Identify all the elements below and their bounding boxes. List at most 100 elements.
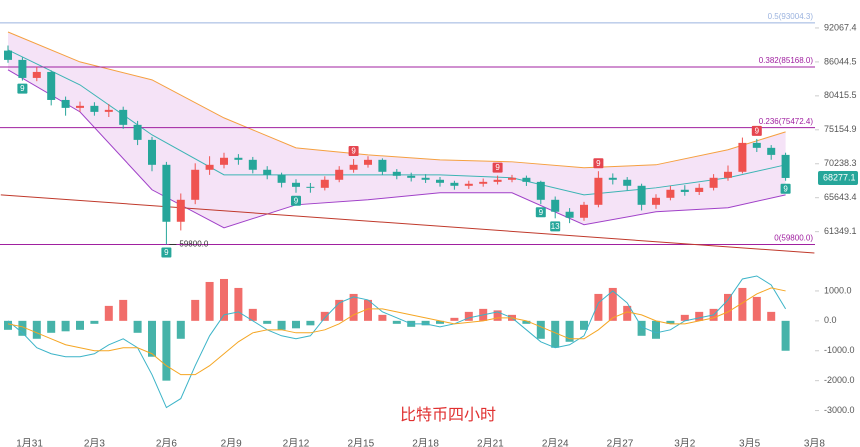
candle-body [32, 71, 41, 78]
td-count: 9 [20, 84, 25, 93]
x-tick-label: 2月12 [283, 438, 310, 447]
td-box [535, 207, 546, 218]
macd-bar [522, 320, 531, 324]
macd-tick-label: -2000.0 [824, 375, 855, 385]
macd-bar [421, 320, 430, 326]
macd-dea [7, 287, 786, 376]
macd-bar [148, 320, 156, 357]
x-tick-label: 2月6 [156, 438, 178, 447]
candle-body [652, 197, 660, 205]
y-tick-label: 61349.1 [824, 226, 857, 236]
candle-body [234, 157, 243, 160]
macd-bar [4, 320, 12, 330]
macd-tick-label: -3000.0 [824, 405, 855, 415]
macd-bar [90, 320, 99, 324]
macd-bar [76, 320, 84, 330]
x-tick-label: 2月9 [221, 438, 243, 447]
macd-bar [551, 320, 560, 348]
td-box [291, 195, 301, 206]
macd-bar [464, 311, 473, 321]
macd-bar [608, 287, 617, 321]
candle-body [76, 105, 84, 108]
x-tick-label: 1月31 [16, 438, 43, 447]
x-tick-label: 3月5 [739, 438, 761, 447]
candle-body [536, 181, 545, 200]
x-tick-label: 3月8 [804, 438, 826, 447]
candle-body [248, 159, 257, 170]
macd-bar [220, 278, 228, 321]
candle-body [119, 109, 128, 125]
candle-body [392, 171, 401, 176]
macd-bar [335, 299, 344, 321]
candle-body [565, 211, 574, 218]
candle-body [162, 164, 171, 222]
td-count: 9 [164, 248, 169, 257]
macd-bar [191, 299, 200, 321]
x-tick-label: 2月27 [607, 438, 634, 447]
macd-bar [752, 296, 761, 321]
candle-body [292, 182, 300, 187]
candle-body [191, 169, 200, 200]
fib-label: 0.5(93004.3) [768, 12, 814, 21]
candle-body [335, 169, 344, 180]
candle-body [47, 71, 56, 100]
candle-body [450, 182, 459, 186]
macd-bar [277, 320, 286, 330]
td-count: 13 [551, 222, 560, 231]
macd-bar [450, 317, 459, 321]
candle-body [623, 179, 632, 186]
macd-bar [234, 287, 243, 321]
x-tick-label: 2月24 [542, 438, 569, 447]
macd-bar [695, 311, 704, 321]
candle-body [724, 171, 732, 178]
y-tick-label: 92067.4 [824, 22, 857, 32]
macd-bar [666, 320, 675, 324]
candle-body [594, 177, 603, 205]
candle-body [364, 159, 372, 165]
macd-bar [637, 320, 646, 336]
candle-body [551, 199, 560, 212]
macd-bar [162, 320, 171, 381]
candle-body [205, 164, 214, 170]
bollinger-lower [7, 69, 786, 229]
macd-bar [594, 293, 603, 321]
macd-bar [680, 314, 689, 321]
x-tick-label: 2月21 [477, 438, 504, 447]
td-box [17, 83, 28, 94]
fib-label: 0.382(85168.0) [759, 56, 814, 65]
candle-body [666, 189, 675, 198]
candle-body [133, 124, 142, 140]
candle-body [479, 181, 488, 184]
x-tick-label: 2月15 [347, 438, 374, 447]
candle-body [277, 174, 286, 183]
macd-bar [349, 293, 358, 321]
macd-bar [493, 310, 502, 321]
candle-body [508, 177, 516, 180]
candle-body [680, 189, 689, 192]
last-price-tag [818, 170, 858, 185]
macd-bar [119, 299, 128, 321]
candle-body [407, 175, 416, 178]
td-count: 9 [294, 196, 299, 205]
last-price-label: 68277.1 [823, 172, 856, 182]
td-count: 9 [539, 208, 544, 217]
macd-bar [364, 299, 372, 321]
td-box [593, 158, 604, 169]
td-box [550, 221, 561, 232]
macd-bar [738, 287, 747, 321]
bollinger-upper [7, 31, 786, 169]
candle-body [767, 147, 776, 155]
macd-bar [292, 320, 300, 329]
candle-body [378, 159, 387, 172]
macd-bar [320, 311, 329, 321]
td-box [348, 146, 359, 157]
macd-bar [306, 320, 315, 326]
macd-bar [32, 320, 41, 339]
macd-tick-label: 1000.0 [824, 285, 852, 295]
low-marker-label: 59800.0 [179, 240, 208, 249]
candle-body [637, 185, 646, 205]
macd-bar [176, 320, 185, 339]
candle-body [263, 169, 272, 175]
candle-body [464, 183, 473, 186]
